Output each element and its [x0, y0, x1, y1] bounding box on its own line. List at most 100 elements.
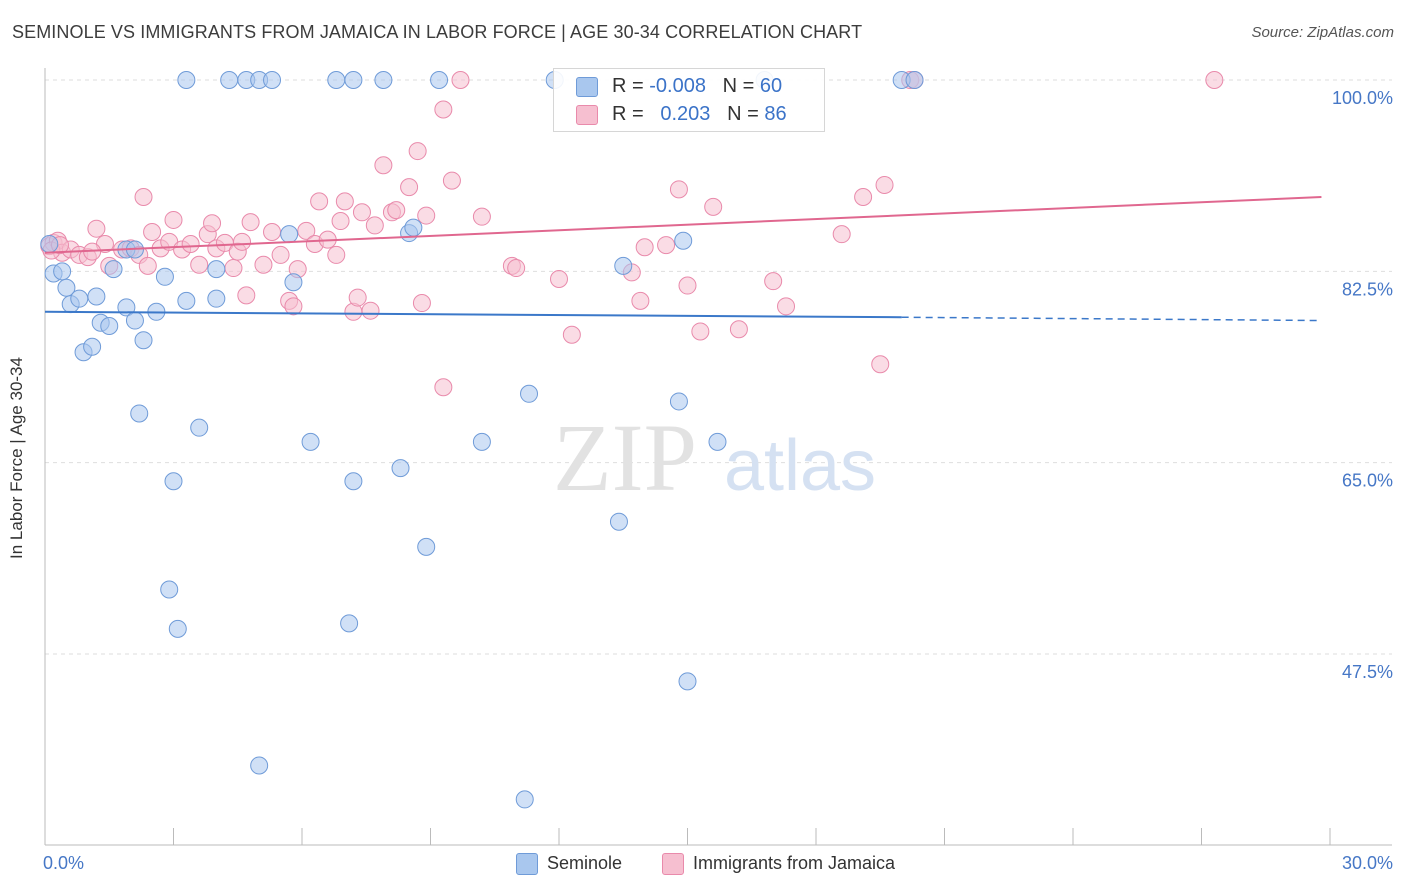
seminole-point [344, 472, 363, 491]
seminole-point [344, 71, 363, 89]
jamaica-point [764, 272, 783, 291]
jamaica-point [1205, 71, 1224, 89]
jamaica-point [87, 219, 106, 238]
legend-text-jamaica: R = 0.203 N = 86 [612, 103, 787, 125]
jamaica-point [562, 325, 581, 344]
seminole-point [177, 291, 196, 310]
seminole-point [220, 71, 239, 89]
seminole-point [520, 384, 539, 403]
seminole-point [53, 262, 72, 281]
jamaica-point [400, 178, 419, 197]
jamaica-legend-swatch [662, 853, 684, 875]
jamaica-point [331, 212, 350, 231]
seminole-point [678, 672, 697, 691]
trend-lines [44, 195, 1322, 322]
seminole-point [125, 311, 144, 330]
seminole-swatch [576, 77, 598, 97]
seminole-point [40, 235, 59, 253]
jamaica-point [729, 320, 748, 339]
seminole-point [708, 432, 727, 451]
jamaica-point [348, 288, 367, 307]
jamaica-point [365, 216, 384, 235]
svg-text:ZIP: ZIP [553, 404, 697, 511]
jamaica-point [387, 201, 406, 220]
jamaica-point [408, 142, 427, 161]
seminole-point [472, 432, 491, 451]
y-tick-label: 82.5% [1342, 279, 1393, 299]
jamaica-point [691, 322, 710, 341]
jamaica-point [412, 294, 431, 313]
seminole-point [207, 260, 226, 279]
jamaica-point [678, 276, 697, 295]
jamaica-point [233, 232, 252, 251]
jamaica-trend-line [44, 195, 1322, 254]
seminole-point [190, 418, 209, 437]
jamaica-point [631, 291, 650, 310]
y-tick-label: 47.5% [1342, 662, 1393, 682]
jamaica-point [451, 71, 470, 89]
seminole-trend-line [44, 310, 902, 319]
jamaica-point [777, 297, 796, 316]
jamaica-point [310, 192, 329, 211]
seminole-point [104, 260, 123, 279]
jamaica-point [434, 100, 453, 119]
y-tick-label: 100.0% [1332, 88, 1393, 108]
y-axis-label: In Labor Force | Age 30-34 [7, 357, 26, 559]
seminole-point [417, 537, 436, 556]
jamaica-point [374, 156, 393, 175]
jamaica-point [507, 259, 526, 278]
seminole-point [134, 331, 153, 350]
jamaica-point [241, 213, 260, 232]
jamaica-point [224, 259, 243, 278]
jamaica-point [327, 245, 346, 264]
jamaica-point [164, 210, 183, 229]
seminole-point [155, 267, 174, 286]
jamaica-point [181, 235, 200, 253]
jamaica-point [284, 297, 303, 316]
seminole-point [905, 71, 924, 89]
seminole-point [284, 273, 303, 292]
seminole-point [374, 71, 393, 89]
jamaica-point [361, 301, 380, 320]
jamaica-points [40, 71, 1224, 397]
seminole-point [87, 287, 106, 306]
seminole-point [327, 71, 346, 89]
seminole-point [515, 790, 534, 809]
jamaica-point [352, 203, 371, 222]
jamaica-point [832, 225, 851, 244]
jamaica-point [203, 214, 222, 233]
seminole-point [130, 404, 149, 423]
jamaica-point [263, 222, 282, 241]
x-tick-label: 0.0% [43, 853, 84, 873]
seminole-legend-swatch [516, 853, 538, 875]
jamaica-point [297, 221, 316, 240]
seminole-point [674, 231, 693, 250]
seminole-point [100, 317, 119, 335]
seminole-point [280, 225, 299, 244]
seminole-point [164, 472, 183, 491]
seminole-point [83, 337, 102, 356]
jamaica-point [657, 236, 676, 255]
x-tick-label: 30.0% [1342, 853, 1393, 873]
correlation-legend: R = -0.008 N = 60 R = 0.203 N = 86 [553, 68, 825, 132]
chart-title: SEMINOLE VS IMMIGRANTS FROM JAMAICA IN L… [12, 22, 863, 42]
tick-labels: 100.0% 82.5% 65.0% 47.5% 0.0% 30.0% [43, 88, 1393, 873]
jamaica-point [190, 255, 209, 274]
seminole-point [168, 619, 187, 638]
seminole-point [177, 71, 196, 89]
seminole-point [609, 512, 628, 531]
seminole-point [250, 756, 269, 775]
jamaica-point [854, 187, 873, 206]
jamaica-legend-label: Immigrants from Jamaica [693, 853, 896, 873]
seminole-point [70, 289, 89, 308]
jamaica-point [271, 245, 290, 264]
svg-text:atlas: atlas [724, 426, 876, 506]
jamaica-point [550, 269, 568, 288]
jamaica-point [138, 256, 157, 275]
seminole-point [430, 71, 449, 89]
seminole-point [301, 432, 320, 451]
jamaica-point [335, 192, 354, 211]
grid-lines [45, 79, 1392, 655]
jamaica-point [417, 206, 436, 225]
